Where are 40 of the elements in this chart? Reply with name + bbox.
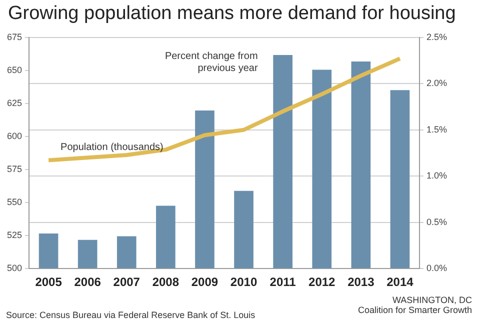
bar (156, 206, 176, 268)
x-tick-label: 2006 (74, 275, 102, 290)
chart-title: Growing population means more demand for housing (7, 2, 457, 26)
y2-tick-label: 2.0% (426, 78, 447, 88)
y2-tick-label: 1.5% (426, 124, 447, 134)
x-tick-label: 2008 (152, 275, 180, 290)
x-tick-label: 2010 (230, 275, 258, 290)
x-tick-label: 2007 (113, 275, 140, 290)
bar (38, 233, 58, 268)
x-tick-label: 2014 (386, 275, 414, 290)
bar (312, 70, 332, 268)
series-label: Population (thousands) (60, 142, 164, 154)
x-tick-label: 2005 (35, 275, 62, 290)
y-tick-label: 500 (6, 263, 22, 274)
bar (273, 54, 292, 268)
y-tick-label: 575 (6, 164, 22, 174)
y-tick-label: 675 (6, 32, 22, 42)
x-tick-label: 2013 (348, 275, 375, 290)
y-tick-label: 650 (6, 64, 22, 75)
text: WASHINGTON, DC (391, 295, 472, 305)
y2-tick-label: 0.5% (426, 216, 447, 227)
bar (234, 190, 254, 268)
source-note: Source: Census Bureau via Federal Reserve Bank of St. Louis (6, 310, 256, 320)
x-tick-label: 2011 (270, 275, 296, 290)
y-tick-label: 550 (6, 197, 22, 208)
y-tick-label: 625 (6, 98, 22, 108)
y-tick-label: 600 (6, 130, 22, 141)
bar (116, 236, 136, 268)
y-tick-label: 525 (6, 230, 22, 240)
bar (390, 90, 410, 268)
y2-tick-label: 2.5% (426, 32, 447, 42)
text: Coalition for Smarter Growth (358, 305, 472, 315)
x-tick-label: 2012 (308, 275, 336, 290)
bar (351, 61, 371, 268)
bar (78, 240, 98, 268)
series-label: Percent change from previous year (164, 51, 258, 74)
bar (195, 110, 214, 268)
y2-tick-label: 1.0% (426, 170, 447, 181)
x-tick-label: 2009 (191, 275, 218, 290)
y2-tick-label: 0.0% (426, 263, 447, 274)
